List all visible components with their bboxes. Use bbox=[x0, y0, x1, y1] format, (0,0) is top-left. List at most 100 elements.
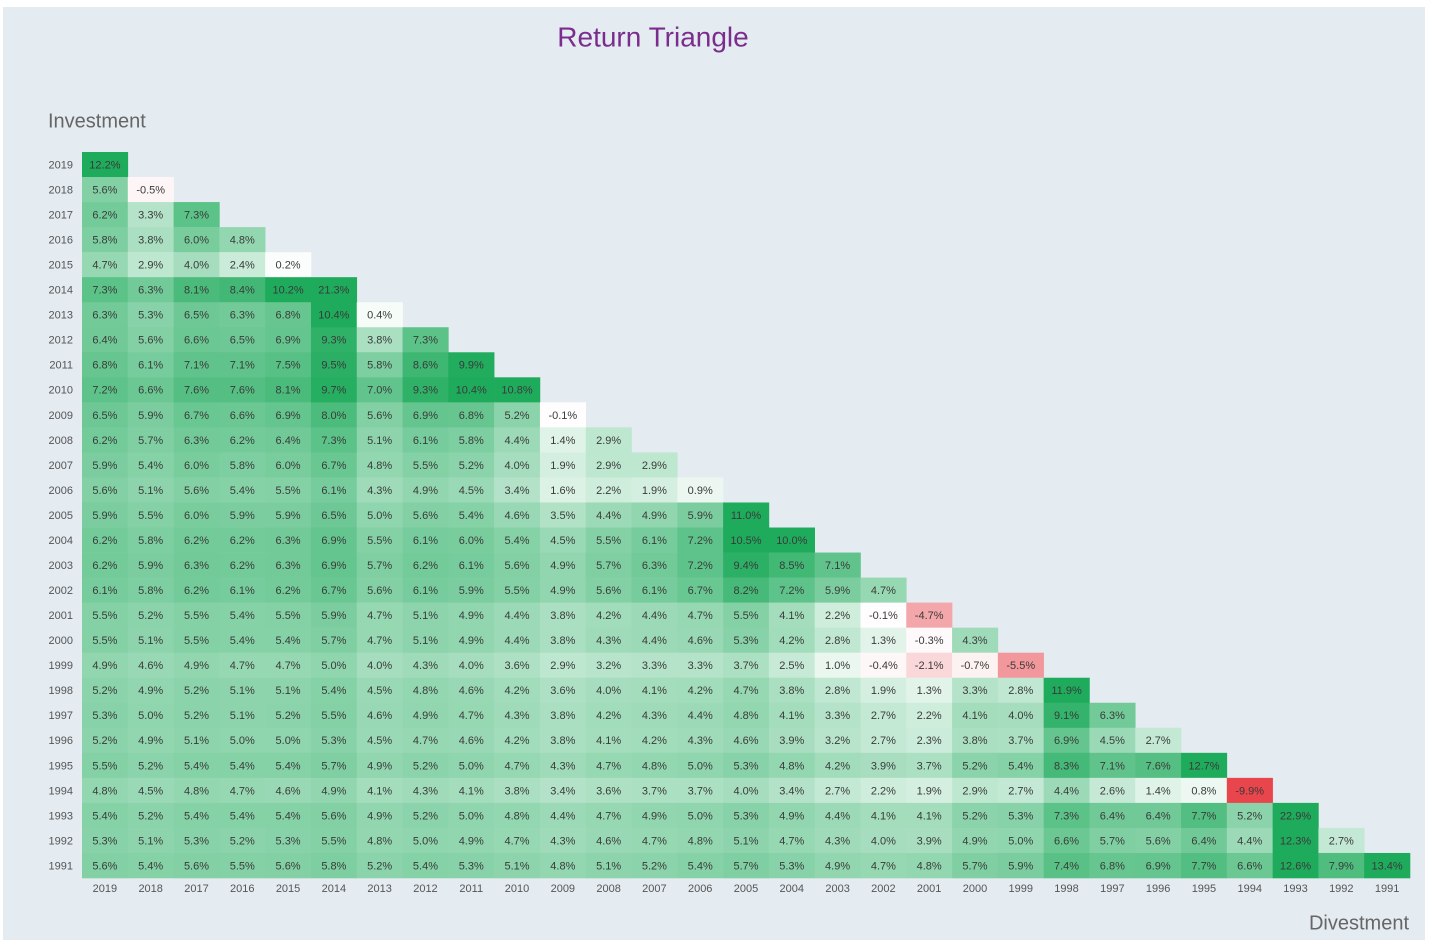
heatmap-cell bbox=[539, 427, 587, 453]
heatmap-cell bbox=[1043, 702, 1090, 729]
cell-label: 4.3% bbox=[550, 760, 575, 772]
heatmap-cell bbox=[768, 752, 815, 779]
heatmap-cell bbox=[448, 377, 495, 403]
cell-label: 5.5% bbox=[92, 610, 117, 622]
heatmap-cell bbox=[265, 452, 312, 478]
heatmap-cell bbox=[585, 502, 632, 528]
cell-label: 4.4% bbox=[688, 710, 713, 722]
heatmap-cell bbox=[219, 302, 266, 328]
cell-label: 6.2% bbox=[92, 535, 117, 547]
cell-label: 6.5% bbox=[92, 410, 117, 422]
y-tick-label: 2010 bbox=[49, 385, 73, 397]
cell-label: 5.2% bbox=[92, 735, 117, 747]
heatmap-cell bbox=[310, 727, 358, 754]
heatmap-cell bbox=[1226, 802, 1273, 829]
heatmap-cell bbox=[585, 702, 632, 729]
heatmap-cell bbox=[1181, 827, 1228, 854]
cell-label: 5.4% bbox=[276, 760, 301, 772]
cell-label: 5.8% bbox=[230, 460, 255, 472]
heatmap-cell bbox=[82, 777, 129, 804]
y-tick-label: 1992 bbox=[49, 835, 73, 847]
heatmap-cell bbox=[402, 427, 449, 453]
cell-label: 5.3% bbox=[733, 635, 758, 647]
cell-label: 6.2% bbox=[230, 560, 255, 572]
heatmap-cell bbox=[173, 502, 220, 528]
x-tick-label: 1991 bbox=[1375, 883, 1399, 895]
x-tick-label: 1995 bbox=[1192, 883, 1216, 895]
cell-label: 6.3% bbox=[184, 560, 209, 572]
cell-label: -4.7% bbox=[915, 610, 944, 622]
heatmap-cell bbox=[127, 452, 174, 478]
cell-label: 4.0% bbox=[733, 785, 758, 797]
cell-label: 4.0% bbox=[367, 660, 392, 672]
heatmap-cell bbox=[860, 652, 907, 679]
heatmap-cell bbox=[310, 702, 358, 729]
cell-label: 4.5% bbox=[1100, 735, 1125, 747]
heatmap-cell bbox=[82, 552, 129, 578]
cell-label: 4.6% bbox=[276, 785, 301, 797]
cell-label: 4.7% bbox=[504, 760, 529, 772]
heatmap-cell bbox=[173, 727, 220, 754]
heatmap-cell bbox=[1226, 852, 1273, 879]
heatmap-cell bbox=[906, 852, 953, 879]
heatmap-cell bbox=[631, 602, 678, 628]
cell-label: 4.1% bbox=[871, 810, 896, 822]
x-tick-label: 1997 bbox=[1100, 883, 1124, 895]
cell-label: 5.7% bbox=[733, 860, 758, 872]
heatmap-cell bbox=[952, 727, 999, 754]
heatmap-cell bbox=[402, 752, 449, 779]
heatmap-cell bbox=[127, 752, 174, 779]
heatmap-cell bbox=[677, 852, 724, 879]
cell-label: 4.1% bbox=[459, 785, 484, 797]
heatmap-cell bbox=[494, 477, 541, 503]
heatmap-cell bbox=[219, 552, 266, 578]
cell-label: 4.5% bbox=[459, 485, 484, 497]
cell-label: 4.3% bbox=[962, 635, 987, 647]
heatmap-cell bbox=[127, 502, 174, 528]
heatmap-cell bbox=[539, 602, 587, 628]
cell-label: 5.9% bbox=[321, 610, 346, 622]
cell-label: 6.5% bbox=[184, 310, 209, 322]
heatmap-cell bbox=[631, 552, 678, 578]
heatmap-cell bbox=[1272, 827, 1319, 854]
y-tick-label: 2014 bbox=[49, 285, 73, 297]
heatmap-cell bbox=[1043, 852, 1090, 879]
cell-label: 5.7% bbox=[321, 760, 346, 772]
heatmap-cell bbox=[82, 277, 129, 303]
heatmap-cell bbox=[265, 277, 312, 303]
heatmap-cell bbox=[494, 552, 541, 578]
heatmap-cell bbox=[1135, 802, 1182, 829]
heatmap-cell bbox=[1272, 852, 1319, 879]
cell-label: 5.8% bbox=[138, 535, 163, 547]
y-tick-label: 2019 bbox=[49, 159, 73, 171]
heatmap-cell bbox=[173, 852, 220, 879]
heatmap-cell bbox=[265, 427, 312, 453]
heatmap-cell bbox=[265, 377, 312, 403]
heatmap-cell bbox=[631, 477, 678, 503]
heatmap-cell bbox=[310, 402, 358, 428]
heatmap-cell bbox=[310, 602, 358, 628]
heatmap-cell bbox=[173, 452, 220, 478]
cell-label: 4.9% bbox=[642, 510, 667, 522]
cell-label: 6.4% bbox=[92, 335, 117, 347]
cell-label: 5.4% bbox=[138, 860, 163, 872]
cell-label: 4.3% bbox=[413, 785, 438, 797]
heatmap-cell bbox=[356, 402, 403, 428]
cell-label: 5.4% bbox=[184, 760, 209, 772]
x-tick-label: 2010 bbox=[505, 883, 529, 895]
heatmap-cell bbox=[997, 677, 1044, 704]
heatmap-cell bbox=[1089, 702, 1136, 729]
cell-label: 6.1% bbox=[459, 560, 484, 572]
heatmap-cell bbox=[585, 752, 632, 779]
cell-label: 4.5% bbox=[550, 535, 575, 547]
heatmap-cell bbox=[219, 252, 266, 278]
cell-label: 4.7% bbox=[733, 685, 758, 697]
heatmap-cell bbox=[1043, 752, 1090, 779]
heatmap-cell bbox=[723, 802, 770, 829]
heatmap-cell bbox=[768, 527, 815, 553]
heatmap-cell bbox=[814, 577, 861, 603]
cell-label: 6.6% bbox=[1237, 860, 1262, 872]
heatmap-cell bbox=[585, 727, 632, 754]
heatmap-cell bbox=[1318, 827, 1365, 854]
